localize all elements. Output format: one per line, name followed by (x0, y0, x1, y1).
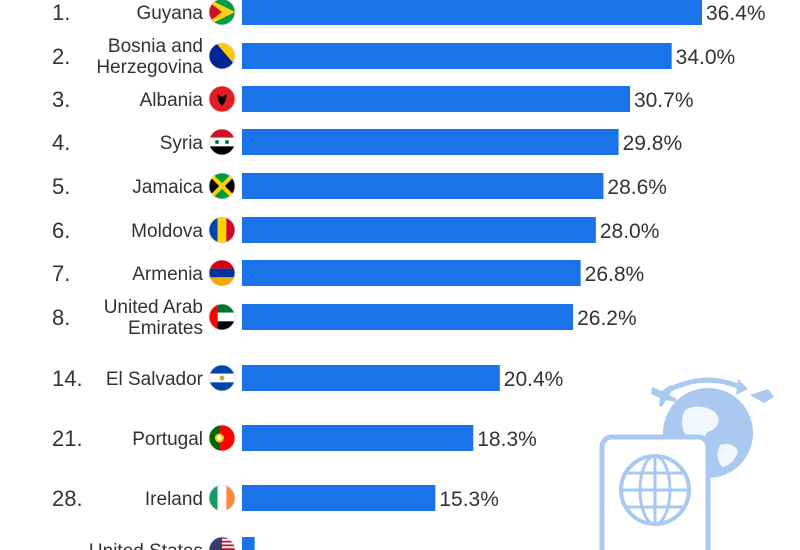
chart-row: 5. Jamaica 28.6% (52, 172, 667, 200)
chart-row: 7. Armenia 26.8% (52, 259, 645, 287)
chart-row: 6. Moldova 28.0% (52, 216, 660, 244)
ireland-flag-icon (208, 484, 236, 512)
bar (242, 173, 604, 199)
el-salvador-flag-icon (208, 364, 236, 392)
bar (242, 0, 702, 25)
bar (242, 365, 500, 391)
chart-row: United States (89, 536, 255, 550)
bar (242, 425, 474, 451)
country-label: United States (89, 541, 203, 550)
value-label: 34.0% (676, 46, 736, 69)
usa-flag-icon (208, 536, 236, 550)
country-label: Herzegovina (96, 57, 203, 78)
rank-label: 6. (52, 218, 70, 243)
chart-row: 4. Syria 29.8% (52, 128, 683, 156)
rank-label: 14. (52, 366, 83, 391)
value-label: 30.7% (634, 89, 694, 112)
travel-decoration (599, 377, 774, 550)
rank-label: 28. (52, 486, 83, 511)
value-label: 15.3% (439, 488, 499, 511)
value-label: 28.0% (600, 220, 660, 243)
country-label: Moldova (131, 221, 203, 242)
bar (242, 260, 581, 286)
country-label: Armenia (132, 264, 203, 285)
value-label: 26.8% (585, 263, 645, 286)
guyana-flag-icon (208, 0, 236, 26)
rank-label: 21. (52, 426, 83, 451)
country-label: Guyana (136, 3, 203, 24)
rank-label: 1. (52, 0, 70, 25)
chart-row: 1. Guyana 36.4% (52, 0, 766, 26)
albania-flag-icon (208, 85, 236, 113)
country-label: Jamaica (132, 177, 203, 198)
country-label: United Arab (104, 297, 203, 318)
bar (242, 304, 574, 330)
chart-row: 14. El Salvador 20.4% (52, 364, 564, 392)
country-label: Portugal (132, 429, 203, 450)
bar (242, 537, 255, 550)
moldova-flag-icon (208, 216, 236, 244)
country-label: El Salvador (106, 369, 204, 390)
armenia-flag-icon (208, 259, 236, 287)
portugal-flag-icon (208, 424, 236, 452)
rank-label: 5. (52, 174, 70, 199)
bosnia-flag-icon (208, 42, 236, 70)
country-label: Albania (140, 90, 204, 111)
country-label: Syria (160, 133, 204, 154)
rank-label: 2. (52, 44, 70, 69)
passport-icon (599, 434, 711, 550)
rank-label: 8. (52, 305, 70, 330)
bar (242, 217, 596, 243)
country-label: Bosnia and (108, 36, 203, 57)
value-label: 20.4% (504, 368, 564, 391)
chart-row: 3. Albania 30.7% (52, 85, 694, 113)
syria-flag-icon (208, 128, 236, 156)
value-label: 18.3% (477, 428, 537, 451)
bar (242, 86, 630, 112)
chart-row: 21. Portugal 18.3% (52, 424, 537, 452)
rank-label: 3. (52, 87, 70, 112)
value-label: 36.4% (706, 2, 766, 25)
rank-label: 7. (52, 261, 70, 286)
chart-row: 28. Ireland 15.3% (52, 484, 499, 512)
bar (242, 485, 436, 511)
country-label: Ireland (145, 489, 203, 510)
value-label: 26.2% (577, 307, 637, 330)
rank-label: 4. (52, 130, 70, 155)
uae-flag-icon (208, 303, 236, 331)
jamaica-flag-icon (208, 172, 236, 200)
value-label: 28.6% (607, 176, 667, 199)
country-label: Emirates (128, 318, 203, 339)
airplane-icon (651, 377, 748, 407)
value-label: 29.8% (623, 132, 683, 155)
bar (242, 43, 672, 69)
bar (242, 129, 619, 155)
